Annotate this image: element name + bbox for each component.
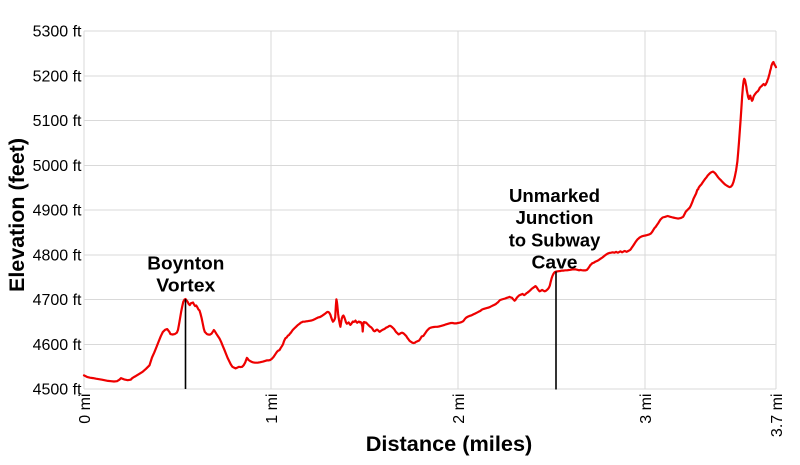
svg-text:5000 ft: 5000 ft (33, 158, 82, 175)
svg-text:0 mi: 0 mi (77, 394, 94, 424)
svg-text:3.7 mi: 3.7 mi (769, 394, 786, 438)
svg-text:4700 ft: 4700 ft (33, 292, 82, 309)
svg-text:2 mi: 2 mi (451, 394, 468, 424)
svg-text:5100 ft: 5100 ft (33, 113, 82, 130)
svg-text:Junction: Junction (516, 208, 594, 228)
svg-text:Cave: Cave (532, 253, 578, 273)
svg-text:4600 ft: 4600 ft (33, 337, 82, 354)
svg-text:Boynton: Boynton (147, 253, 224, 273)
svg-text:1 mi: 1 mi (264, 394, 281, 424)
svg-text:4500 ft: 4500 ft (33, 382, 82, 399)
svg-text:5200 ft: 5200 ft (33, 68, 82, 85)
svg-text:Elevation (feet): Elevation (feet) (6, 138, 29, 292)
svg-text:4900 ft: 4900 ft (33, 203, 82, 220)
svg-text:Vortex: Vortex (156, 275, 215, 295)
svg-text:to Subway: to Subway (509, 230, 601, 250)
svg-text:4800 ft: 4800 ft (33, 247, 82, 264)
svg-text:Unmarked: Unmarked (509, 186, 600, 206)
svg-text:5300 ft: 5300 ft (33, 24, 82, 41)
svg-text:Distance (miles): Distance (miles) (366, 433, 533, 456)
svg-text:3 mi: 3 mi (638, 394, 655, 424)
